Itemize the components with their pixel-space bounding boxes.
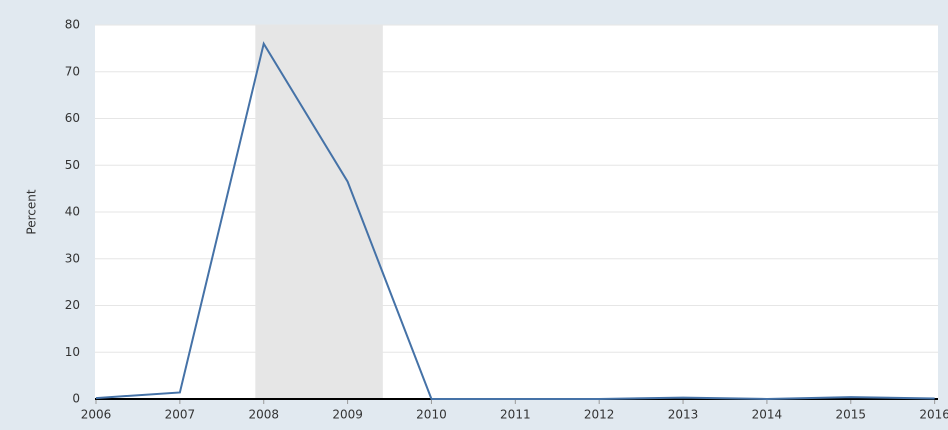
y-axis-label: Percent xyxy=(25,189,39,234)
x-tick-label: 2008 xyxy=(248,408,279,422)
x-tick-label: 2011 xyxy=(500,408,531,422)
y-tick-label: 10 xyxy=(65,345,80,359)
x-tick-label: 2015 xyxy=(836,408,867,422)
y-tick-label: 80 xyxy=(65,18,80,32)
y-tick-label: 20 xyxy=(65,298,80,312)
y-tick-label: 70 xyxy=(65,64,80,78)
y-tick-label: 0 xyxy=(72,392,80,406)
y-tick-label: 50 xyxy=(65,158,80,172)
x-tick-label: 2014 xyxy=(752,408,783,422)
y-tick-label: 30 xyxy=(65,251,80,265)
x-tick-label: 2012 xyxy=(584,408,615,422)
y-tick-label: 40 xyxy=(65,205,80,219)
x-tick-label: 2007 xyxy=(165,408,196,422)
x-tick-label: 2016 xyxy=(919,408,948,422)
x-tick-label: 2009 xyxy=(332,408,363,422)
data-line xyxy=(95,41,935,401)
x-tick-label: 2006 xyxy=(81,408,112,422)
x-tick-label: 2013 xyxy=(668,408,699,422)
x-tick-label: 2010 xyxy=(416,408,447,422)
y-tick-label: 60 xyxy=(65,111,80,125)
